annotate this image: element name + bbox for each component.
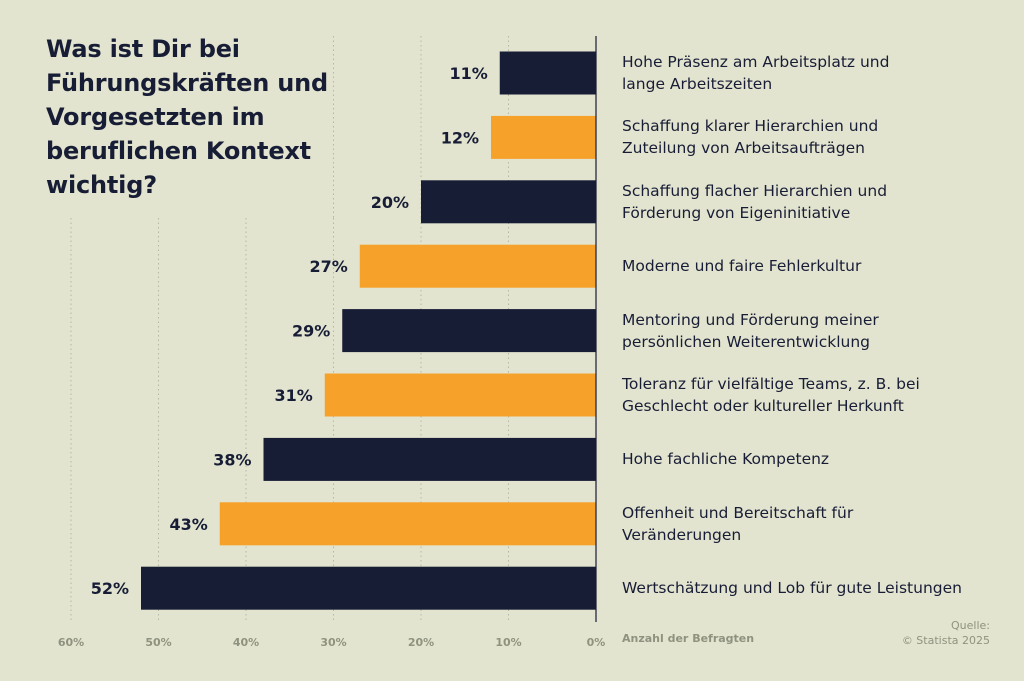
bar <box>499 51 596 95</box>
category-label-line: Offenheit und Bereitschaft für <box>622 503 854 522</box>
x-tick-label: 50% <box>145 636 171 649</box>
category-label-line: persönlichen Weiterentwicklung <box>622 332 870 351</box>
bar <box>219 502 596 546</box>
value-label: 20% <box>371 193 409 212</box>
source-label: Quelle: <box>951 619 990 632</box>
category-label-line: Zuteilung von Arbeitsaufträgen <box>622 139 865 158</box>
category-label-line: Geschlecht oder kultureller Herkunft <box>622 397 904 415</box>
value-label: 27% <box>309 257 347 276</box>
category-label-line: Toleranz für vielfältige Teams, z. B. be… <box>622 375 920 393</box>
bar <box>263 437 596 481</box>
value-label: 29% <box>292 322 330 341</box>
category-label: Toleranz für vielfältige Teams, z. B. be… <box>622 373 1012 417</box>
category-label-line: Moderne und faire Fehlerkultur <box>622 257 862 276</box>
bar <box>491 115 596 159</box>
x-tick-label: 20% <box>408 636 434 649</box>
category-label-line: lange Arbeitszeiten <box>622 75 773 93</box>
category-label-line: Hohe Präsenz am Arbeitsplatz und <box>622 53 890 71</box>
category-label-line: Schaffung flacher Hierarchien und <box>622 181 888 200</box>
category-label: Hohe fachliche Kompetenz <box>622 448 1012 470</box>
source-note: Quelle: © Statista 2025 <box>902 618 990 648</box>
category-label: Hohe Präsenz am Arbeitsplatz und lange Ar… <box>622 51 1012 95</box>
category-label-line: Veränderungen <box>622 525 742 544</box>
x-tick-label: 0% <box>587 636 606 649</box>
value-label: 11% <box>449 64 487 83</box>
category-label-line: Mentoring und Förderung meiner <box>622 310 879 329</box>
value-label: 12% <box>441 128 479 147</box>
category-label: Schaffung klarer Hierarchien und Zuteilun… <box>622 115 1012 159</box>
x-axis-label: Anzahl der Befragten <box>622 632 755 645</box>
x-tick-label: 10% <box>495 636 521 649</box>
category-label: Moderne und faire Fehlerkultur <box>622 255 1012 277</box>
x-tick-label: 40% <box>233 636 259 649</box>
bar <box>421 180 596 224</box>
value-label: 52% <box>91 579 129 598</box>
category-label-line: Schaffung klarer Hierarchien und <box>622 117 879 136</box>
category-label-line: Wertschätzung und Lob für gute Leistunge… <box>622 579 962 598</box>
chart-title: Was ist Dir bei Führungskräften und Vorg… <box>46 35 329 199</box>
x-tick-label: 30% <box>320 636 346 649</box>
value-label: 31% <box>274 386 312 405</box>
bar <box>342 309 596 353</box>
category-label: Schaffung flacher Hierarchien und Förderu… <box>622 180 1012 224</box>
category-label: Mentoring und Förderung meiner persönlich… <box>622 309 1012 353</box>
category-label: Wertschätzung und Lob für gute Leistunge… <box>622 577 1012 599</box>
category-label-line: Hohe fachliche Kompetenz <box>622 450 830 469</box>
x-tick-label: 60% <box>58 636 84 649</box>
bar <box>141 566 596 610</box>
category-label: Offenheit und Bereitschaft für Veränderun… <box>622 502 1012 546</box>
value-label: 38% <box>213 450 251 469</box>
bar <box>359 244 596 288</box>
category-label-line: Förderung von Eigeninitiative <box>622 203 851 222</box>
value-label: 43% <box>169 515 207 534</box>
source-text: © Statista 2025 <box>901 634 990 647</box>
bar <box>324 373 596 417</box>
